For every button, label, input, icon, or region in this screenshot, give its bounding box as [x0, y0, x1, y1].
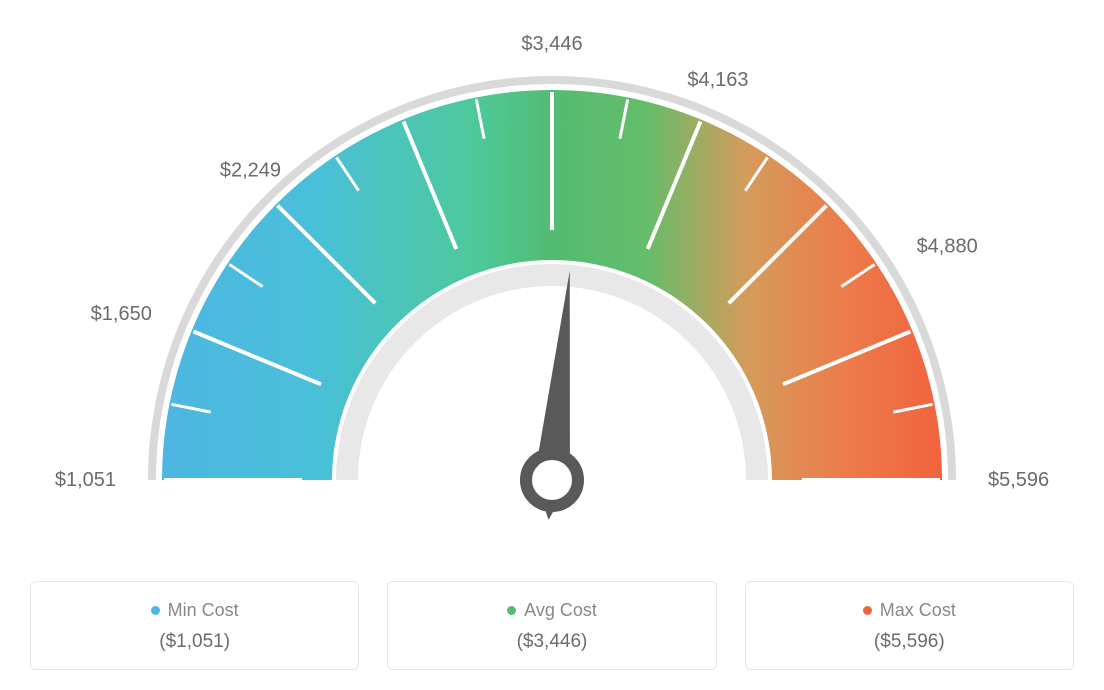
legend-value-max: ($5,596) — [756, 631, 1063, 653]
legend-label-max: Max Cost — [880, 600, 956, 621]
gauge-tick-label: $4,163 — [687, 69, 748, 91]
legend-label-avg: Avg Cost — [524, 600, 597, 621]
legend-label-row: Max Cost — [756, 600, 1063, 621]
gauge-tick-label: $2,249 — [220, 159, 281, 181]
legend-value-avg: ($3,446) — [398, 631, 705, 653]
legend-label-row: Avg Cost — [398, 600, 705, 621]
legend-dot-min — [151, 606, 160, 615]
legend-dot-max — [863, 606, 872, 615]
legend-card-max: Max Cost ($5,596) — [745, 581, 1074, 670]
legend-dot-avg — [507, 606, 516, 615]
gauge-tick-label: $1,650 — [91, 303, 152, 325]
cost-gauge-container: $1,051 $1,650 $2,249 $3,446 $4,163 $4,880 $5,5… — [0, 0, 1104, 690]
gauge-needle-hub — [526, 454, 578, 506]
gauge-chart: $1,051 $1,650 $2,249 $3,446 $4,163 $4,880 $5,5… — [0, 0, 1104, 560]
gauge-tick-label: $5,596 — [988, 469, 1049, 491]
gauge-svg: $1,051 $1,650 $2,249 $3,446 $4,163 $4,880 $5,5… — [0, 0, 1104, 560]
legend-card-min: Min Cost ($1,051) — [30, 581, 359, 670]
legend-row: Min Cost ($1,051) Avg Cost ($3,446) Max … — [0, 581, 1104, 670]
legend-label-min: Min Cost — [168, 600, 239, 621]
gauge-tick-label: $3,446 — [521, 33, 582, 55]
legend-value-min: ($1,051) — [41, 631, 348, 653]
legend-card-avg: Avg Cost ($3,446) — [387, 581, 716, 670]
legend-label-row: Min Cost — [41, 600, 348, 621]
gauge-tick-label: $1,051 — [55, 469, 116, 491]
gauge-tick-label: $4,880 — [917, 235, 978, 257]
